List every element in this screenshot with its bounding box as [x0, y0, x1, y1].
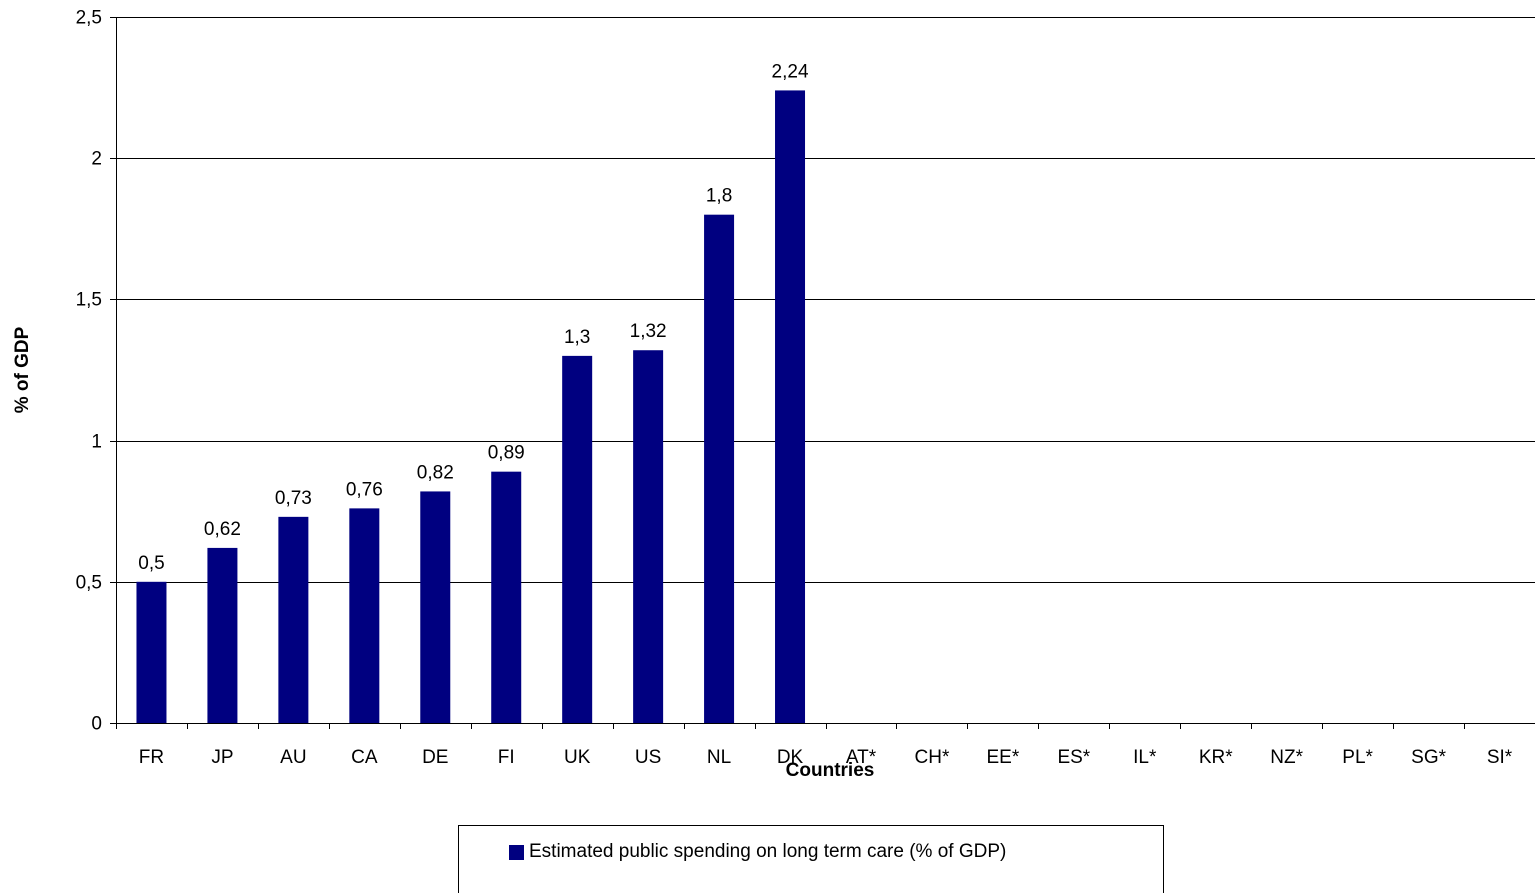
x-tick-label: UK — [564, 747, 591, 768]
data-label: 1,8 — [706, 186, 732, 207]
x-tick-label: EE* — [987, 747, 1020, 768]
x-tick-label: DE — [422, 747, 448, 768]
x-tick-label: NZ* — [1270, 747, 1303, 768]
legend-label: Estimated public spending on long term c… — [529, 841, 1007, 862]
bar — [633, 350, 664, 723]
x-tick-label: CH* — [915, 747, 950, 768]
bar — [278, 516, 309, 723]
bar — [704, 214, 735, 723]
bar-chart: 0,50,620,73 0,760,820,891,3 1,321,82,24 00… — [12, 8, 1535, 781]
bars — [136, 90, 806, 723]
legend: Estimated public spending on long term c… — [458, 825, 1164, 893]
bar — [349, 508, 380, 723]
x-tick-label: AT* — [846, 747, 877, 768]
data-label: 0,62 — [204, 519, 241, 540]
data-label: 2,24 — [772, 61, 809, 82]
data-label: 0,82 — [417, 462, 454, 483]
legend-item: Estimated public spending on long term c… — [509, 841, 1006, 863]
axes — [110, 17, 1535, 729]
x-tick-label: IL* — [1133, 747, 1157, 768]
x-tick-label: SI* — [1487, 747, 1513, 768]
x-tick-label: CA — [351, 747, 378, 768]
x-tick-label: ES* — [1057, 747, 1090, 768]
x-tick-label: FI — [498, 747, 515, 768]
x-tick-label: US — [635, 747, 661, 768]
data-label: 0,76 — [346, 479, 383, 500]
x-tick-label: DK — [777, 747, 804, 768]
y-tick-label: 1 — [91, 432, 102, 453]
x-tick-labels: FR JP AU CA DE FI UK US NL DK AT* CH* EE* ES* IL* KR* NZ… — [139, 747, 1513, 768]
x-tick-label: AU — [280, 747, 306, 768]
gridlines — [116, 17, 1535, 583]
bar — [420, 491, 451, 723]
data-label: 1,3 — [564, 327, 590, 348]
bar — [775, 90, 806, 723]
y-tick-label: 2,5 — [76, 8, 102, 29]
data-labels: 0,5 0,62 0,73 0,76 0,82 0,89 1,3 1,32 1,8 2,24 — [138, 61, 809, 573]
y-tick-label: 1,5 — [76, 290, 102, 311]
bar — [491, 471, 522, 723]
y-tick-label: 0,5 — [76, 573, 102, 594]
data-label: 0,73 — [275, 488, 312, 509]
data-label: 0,5 — [138, 553, 164, 574]
data-label: 1,32 — [630, 321, 667, 342]
bar — [207, 547, 238, 723]
y-axis-title: % of GDP — [12, 326, 33, 413]
x-axis-title: Countries — [786, 760, 875, 781]
x-tick-label: KR* — [1199, 747, 1233, 768]
data-label: 0,89 — [488, 443, 525, 464]
y-tick-label: 2 — [91, 149, 102, 170]
x-tick-label: PL* — [1342, 747, 1373, 768]
y-tick-labels: 0 0,5 1 1,5 2 2,5 — [76, 8, 102, 735]
y-tick-label: 0 — [91, 714, 102, 735]
x-tick-label: JP — [211, 747, 233, 768]
bar — [562, 355, 593, 723]
bar — [136, 581, 167, 723]
x-tick-label: NL — [707, 747, 731, 768]
x-tick-label: FR — [139, 747, 164, 768]
legend-swatch — [509, 844, 524, 860]
x-tick-label: SG* — [1411, 747, 1446, 768]
